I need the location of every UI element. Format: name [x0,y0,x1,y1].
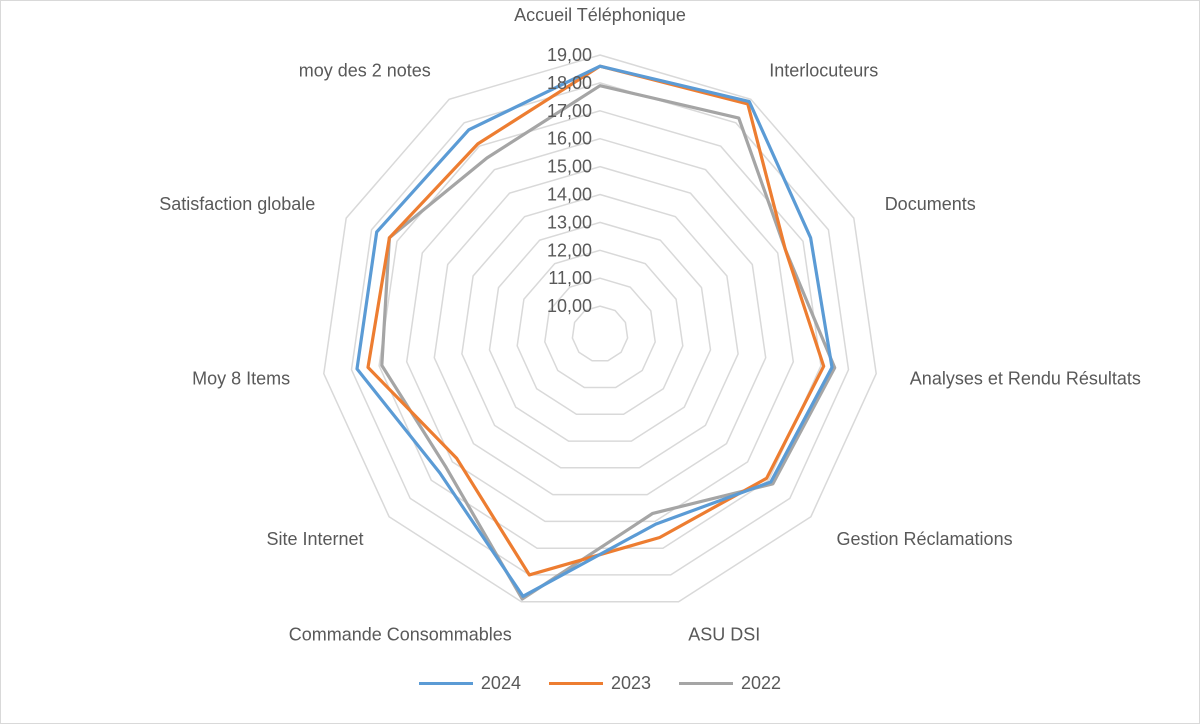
radar-grid [323,54,877,603]
legend-item: 2024 [418,673,521,694]
grid-ring [433,165,767,496]
category-label: Site Internet [266,529,363,549]
tick-label: 17,00 [547,101,592,121]
grid-ring [516,249,684,416]
category-label: Commande Consommables [289,624,512,644]
category-label: Accueil Téléphonique [514,5,686,25]
legend-swatch [679,682,734,685]
grid-ring [461,193,739,469]
legend-label: 2023 [610,673,652,693]
tick-label: 14,00 [547,185,592,205]
category-label: Gestion Réclamations [837,529,1013,549]
grid-ring [350,82,850,576]
tick-label: 12,00 [547,240,592,260]
legend-label: 2022 [741,673,782,693]
legend-label: 2024 [480,673,521,693]
tick-label: 13,00 [547,212,592,232]
category-label: Moy 8 Items [192,369,290,389]
radial-tick-labels: 10,00 11,00 12,00 13,00 14,00 15,00 16,00 17,00… [547,45,592,316]
legend: 2024 2023 2022 [1,673,1199,694]
category-label: Interlocuteurs [769,61,878,81]
grid-ring [323,54,877,603]
tick-label: 11,00 [548,268,592,288]
series-lines [355,64,837,601]
tick-label: 19,00 [547,45,592,65]
tick-label: 16,00 [547,129,592,149]
grid-ring [571,305,629,362]
category-label: Analyses et Rendu Résultats [910,369,1141,389]
legend-item: 2022 [679,673,781,694]
legend-swatch [548,682,603,685]
legend-swatch [418,682,473,685]
series-line-2022 [380,84,837,601]
tick-label: 15,00 [547,157,592,177]
grid-ring [488,221,712,442]
legend-item: 2023 [548,673,652,694]
series-line-2023 [366,64,826,577]
tick-label: 18,00 [547,73,592,93]
category-label: Documents [885,194,976,214]
category-label: moy des 2 notes [299,61,431,81]
category-label: ASU DSI [688,624,760,644]
grid-ring [544,277,656,389]
grid-ring [405,137,795,523]
series-line-2024 [355,64,834,598]
category-label: Satisfaction globale [159,194,315,214]
tick-label: 10,00 [547,296,592,316]
category-labels: Accueil Téléphonique Interlocuteurs Docume… [159,5,1141,644]
